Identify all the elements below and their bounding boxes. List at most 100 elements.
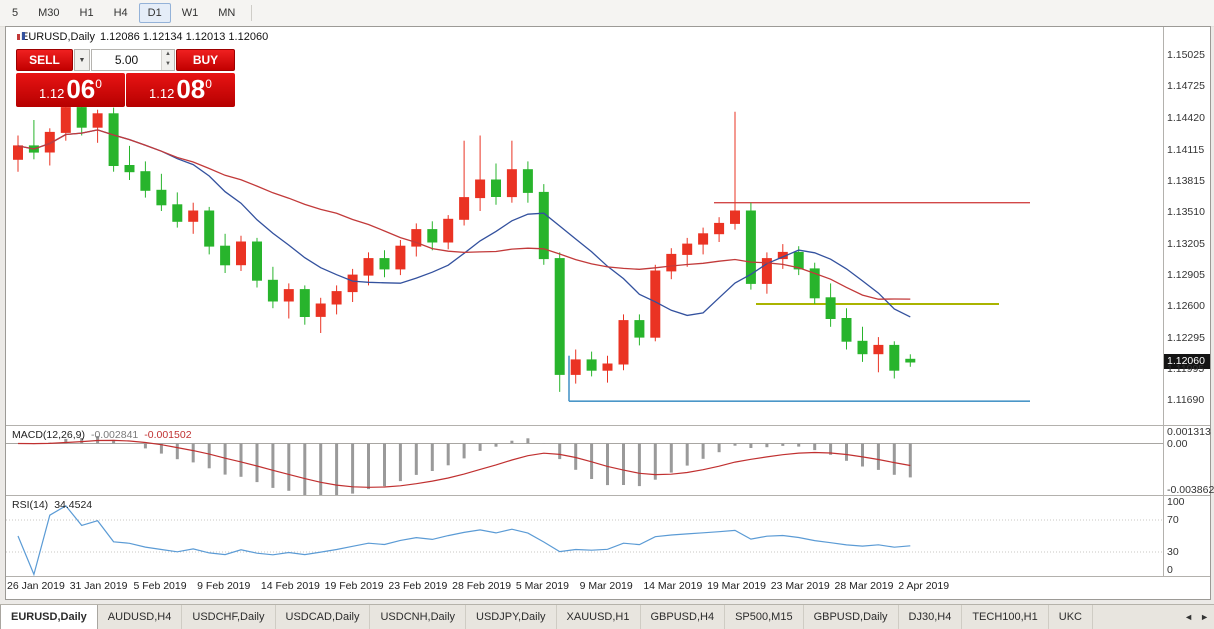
moving-averages [17, 129, 911, 318]
buy-price-big: 08 [176, 74, 206, 104]
symbol-tabs: EURUSD,Daily AUDUSD,H4 USDCHF,Daily USDCAD,… [0, 605, 1179, 629]
price-axis-tick: 1.12600 [1167, 300, 1205, 313]
tabs-scroll-buttons: ◄ ► [1179, 605, 1214, 629]
date-label: 9 Feb 2019 [197, 580, 251, 592]
rsi-axis-tick: 100 [1167, 496, 1185, 508]
price-axis-tick: 1.15025 [1167, 49, 1205, 62]
price-axis-tick: 1.13815 [1167, 174, 1205, 187]
tabs-scroll-right-icon[interactable]: ► [1200, 612, 1209, 622]
date-label: 23 Feb 2019 [388, 580, 448, 592]
date-label: 14 Feb 2019 [260, 580, 320, 592]
tab-usdcnh-daily[interactable]: USDCNH,Daily [370, 605, 467, 629]
sell-price-big: 06 [66, 74, 96, 104]
tab-eurusd-daily[interactable]: EURUSD,Daily [0, 605, 98, 629]
sell-price-base: 1.12 [39, 86, 65, 101]
buy-button[interactable]: BUY [176, 49, 235, 71]
timeframe-toolbar: 5 M30 H1 H4 D1 W1 MN [0, 0, 1214, 27]
levels [568, 202, 1030, 403]
tab-usdjpy-daily[interactable]: USDJPY,Daily [466, 605, 557, 629]
price-axis-tick: 1.13205 [1167, 237, 1205, 250]
rsi-line [17, 505, 911, 576]
price-axis-tick: 1.14420 [1167, 111, 1205, 124]
tab-ukc[interactable]: UKC [1049, 605, 1093, 629]
rsi-axis-tick: 0 [1167, 564, 1173, 576]
buy-price-box[interactable]: 1.12 08 0 [126, 73, 235, 107]
volume-input[interactable]: 5.00 [114, 53, 139, 67]
buy-price-sup: 0 [205, 77, 212, 91]
date-label: 5 Mar 2019 [515, 580, 569, 592]
timeframe-button-5[interactable]: 5 [12, 7, 19, 19]
date-label: 19 Mar 2019 [707, 580, 767, 592]
rsi-label: RSI(14) 34.4524 [12, 499, 93, 511]
timeframe-button-mn[interactable]: MN [218, 7, 236, 19]
price-axis-tick: 1.11690 [1167, 394, 1205, 407]
date-label: 2 Apr 2019 [898, 580, 950, 592]
volume-up-icon[interactable]: ▲ [162, 50, 174, 60]
sell-button[interactable]: SELL [16, 49, 73, 71]
chart-title: EURUSD,Daily 1.12086 1.12134 1.12013 1.1… [16, 31, 268, 43]
date-label: 23 Mar 2019 [770, 580, 830, 592]
tab-sp500-m15[interactable]: SP500,M15 [725, 605, 804, 629]
date-label: 28 Feb 2019 [452, 580, 512, 592]
macd-signal-value: -0.001502 [144, 429, 192, 441]
macd-label: MACD(12,26,9) -0.002841 -0.001502 [12, 429, 192, 441]
macd-axis-tick: -0.003862 [1167, 484, 1214, 496]
one-click-trading-widget: SELL ▼ 5.00 ▲ ▼ BUY 1.12 06 0 [16, 49, 235, 107]
buy-price-base: 1.12 [149, 86, 175, 101]
rsi-axis-tick: 70 [1167, 514, 1179, 526]
volume-dropdown-icon[interactable]: ▼ [74, 49, 90, 71]
tab-gbpusd-daily[interactable]: GBPUSD,Daily [804, 605, 899, 629]
macd-axis-tick: 0.001313 [1167, 426, 1211, 438]
tabs-scroll-left-icon[interactable]: ◄ [1184, 612, 1194, 622]
date-label: 5 Feb 2019 [133, 580, 187, 592]
macd-signal-line [17, 439, 911, 488]
current-price-tag: 1.12060 [1164, 354, 1210, 369]
date-label: 14 Mar 2019 [643, 580, 703, 592]
date-label: 19 Feb 2019 [324, 580, 384, 592]
tab-usdchf-daily[interactable]: USDCHF,Daily [182, 605, 276, 629]
rsi-pane[interactable]: RSI(14) 34.4524 [6, 496, 1163, 576]
tab-audusd-h4[interactable]: AUDUSD,H4 [98, 605, 183, 629]
toolbar-separator [251, 5, 253, 21]
bottom-tabbar: EURUSD,Daily AUDUSD,H4 USDCHF,Daily USDCAD,… [0, 604, 1214, 629]
chart-ohlc-values: 1.12086 1.12134 1.12013 1.12060 [99, 31, 269, 43]
timeframe-button-h4[interactable]: H4 [113, 7, 128, 19]
rsi-axis-tick: 30 [1167, 546, 1179, 558]
tab-xauusd-h1[interactable]: XAUUSD,H1 [557, 605, 641, 629]
price-axis-tick: 1.12905 [1167, 268, 1205, 281]
price-axis-tick: 1.14115 [1167, 143, 1205, 156]
macd-pane[interactable]: MACD(12,26,9) -0.002841 -0.001502 [6, 426, 1163, 495]
chart-symbol-label: EURUSD,Daily [21, 31, 95, 43]
timeframe-button-d1[interactable]: D1 [138, 3, 171, 23]
price-axis-tick: 1.14725 [1167, 80, 1205, 93]
timeframe-button-h1[interactable]: H1 [79, 7, 94, 19]
time-axis[interactable]: 26 Jan 2019 31 Jan 2019 5 Feb 2019 9 Feb 20… [6, 577, 1163, 597]
price-axis-tick: 1.13510 [1167, 206, 1205, 219]
rsi-pane-resize-handle[interactable] [6, 495, 1210, 496]
timeframe-button-m30[interactable]: M30 [38, 7, 60, 19]
date-label: 28 Mar 2019 [834, 580, 894, 592]
rsi-levels [6, 519, 1163, 553]
price-axis-tick: 1.12295 [1167, 331, 1205, 344]
volume-down-icon[interactable]: ▼ [162, 60, 174, 70]
volume-field: 5.00 ▲ ▼ [91, 49, 175, 71]
time-axis-separator [6, 576, 1210, 577]
tab-dj30-h4[interactable]: DJ30,H4 [899, 605, 963, 629]
macd-histogram [32, 436, 912, 495]
macd-value: -0.002841 [90, 429, 139, 441]
price-axis[interactable]: 1.12060 1.15025 1.14725 1.14420 1.14115 1.13… [1163, 27, 1214, 577]
rsi-value: 34.4524 [54, 499, 93, 511]
date-label: 26 Jan 2019 [7, 580, 65, 592]
sell-price-sup: 0 [95, 77, 102, 91]
macd-pane-resize-handle[interactable] [6, 425, 1210, 426]
main-chart-pane[interactable]: EURUSD,Daily 1.12086 1.12134 1.12013 1.1… [6, 27, 1163, 425]
tab-gbpusd-h4[interactable]: GBPUSD,H4 [641, 605, 726, 629]
tab-tech100-h1[interactable]: TECH100,H1 [962, 605, 1049, 629]
candles [13, 97, 916, 392]
volume-spinner: ▲ ▼ [161, 50, 174, 70]
sell-price-box[interactable]: 1.12 06 0 [16, 73, 125, 107]
timeframe-button-w1[interactable]: W1 [181, 7, 199, 19]
price-axis-tick: 1.11995 [1167, 362, 1205, 375]
tab-usdcad-daily[interactable]: USDCAD,Daily [276, 605, 371, 629]
date-label: 9 Mar 2019 [579, 580, 633, 592]
